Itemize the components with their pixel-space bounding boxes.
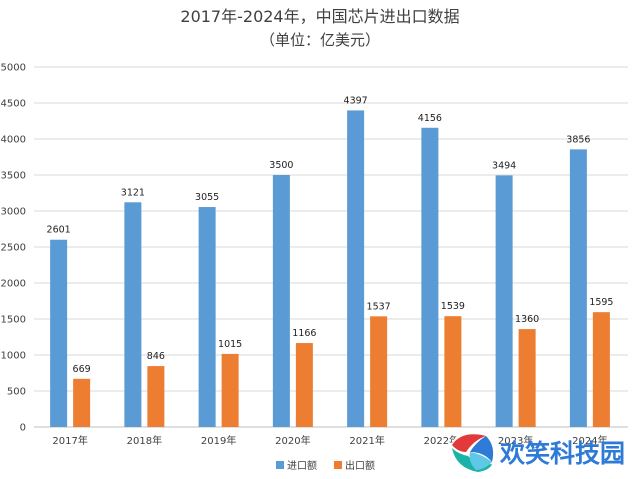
x-tick-label: 2019年	[201, 434, 236, 447]
bar-import	[347, 110, 365, 427]
x-axis-ticks: 2017年 2018年 2019年 2020年 2021年 2022年 2023年 2024年	[52, 434, 607, 447]
legend-label: 出口额	[345, 459, 375, 472]
y-tick-label: 5000	[1, 63, 26, 74]
bar-export	[73, 378, 91, 427]
y-tick-label: 3500	[1, 171, 26, 182]
data-label: 3500	[269, 160, 293, 171]
x-tick-label: 2018年	[127, 434, 162, 447]
y-axis-ticks: 0 500 1000 1500 2000 2500 3000 3500 4000 4500 5000	[1, 63, 26, 434]
data-label: 1166	[292, 328, 316, 339]
chart-subtitle: （单位：亿美元）	[260, 31, 380, 49]
legend-swatch	[276, 461, 284, 469]
legend-label: 进口额	[287, 459, 317, 472]
data-label: 669	[73, 364, 91, 375]
y-tick-label: 500	[7, 387, 26, 398]
bar-export	[147, 366, 165, 427]
bars: 2601 669 3121 846 3055 1015 3500 1166 4397 1537 41…	[47, 95, 613, 428]
grid-lines	[34, 66, 628, 428]
data-label: 1015	[218, 339, 242, 350]
bar-import	[124, 202, 142, 427]
watermark: 欢笑科技园	[450, 430, 625, 474]
data-label: 4156	[418, 113, 442, 124]
y-tick-label: 1000	[1, 351, 26, 362]
bar-export	[518, 329, 536, 427]
sphere-logo-icon	[450, 430, 494, 474]
bar-export	[221, 353, 239, 427]
bar-import	[198, 207, 216, 427]
bar-import	[569, 149, 587, 428]
y-tick-label: 1500	[1, 315, 26, 326]
y-tick-label: 4000	[1, 135, 26, 146]
data-label: 3055	[195, 192, 219, 203]
bar-export	[370, 316, 388, 427]
y-tick-label: 0	[20, 423, 26, 434]
x-tick-label: 2020年	[275, 434, 310, 447]
data-label: 1595	[589, 297, 613, 308]
x-tick-label: 2023年	[498, 434, 533, 447]
x-tick-label: 2021年	[349, 434, 384, 447]
data-label: 846	[147, 351, 165, 362]
bar-export	[444, 316, 462, 427]
x-tick-label: 2022年	[424, 434, 459, 447]
y-tick-label: 2500	[1, 243, 26, 254]
bar-export	[592, 312, 610, 427]
bar-import	[272, 175, 290, 427]
y-tick-label: 3000	[1, 207, 26, 218]
data-label: 2601	[47, 225, 71, 236]
legend: 进口额 出口额	[276, 459, 375, 472]
chart-title: 2017年-2024年，中国芯片进出口数据	[180, 7, 459, 26]
data-label: 3856	[566, 134, 590, 145]
bar-export	[295, 343, 313, 427]
x-tick-label: 2024年	[572, 434, 607, 447]
data-label: 1360	[515, 314, 539, 325]
y-tick-label: 2000	[1, 279, 26, 290]
bar-import	[50, 239, 68, 427]
watermark-text: 欢笑科技园	[499, 439, 625, 468]
data-label: 1539	[441, 301, 465, 312]
y-tick-label: 4500	[1, 99, 26, 110]
x-tick-label: 2017年	[52, 434, 87, 447]
data-label: 3121	[121, 187, 145, 198]
data-label: 1537	[367, 301, 391, 312]
legend-swatch	[334, 461, 342, 469]
data-label: 3494	[492, 160, 516, 171]
bar-import	[495, 175, 513, 427]
data-label: 4397	[344, 95, 368, 106]
bar-import	[421, 127, 439, 427]
